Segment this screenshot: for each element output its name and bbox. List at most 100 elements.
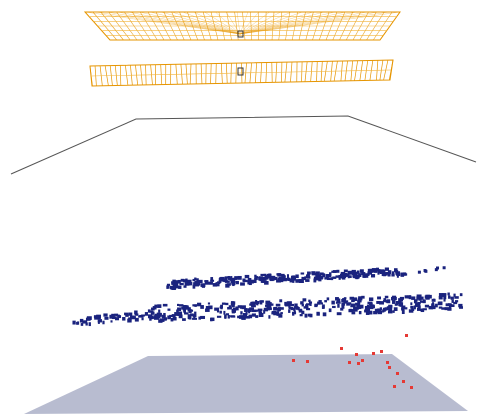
point-cloud-point (401, 307, 405, 311)
point-cloud-point (115, 317, 120, 321)
point-cloud-point (369, 304, 375, 309)
point-cloud-point (393, 297, 396, 301)
upper-frustum-edge (150, 11, 241, 35)
point-cloud-point (244, 308, 248, 312)
point-cloud-point (388, 366, 391, 369)
point-cloud-point (80, 323, 84, 326)
point-cloud-point (348, 275, 352, 278)
point-cloud-point (265, 300, 271, 305)
point-cloud-point (151, 316, 154, 319)
point-cloud-point (432, 302, 435, 305)
point-cloud-point (400, 273, 404, 277)
point-cloud-point (338, 276, 341, 280)
point-cloud-point (302, 298, 307, 302)
point-cloud-point (235, 280, 239, 285)
point-cloud-point (184, 312, 189, 315)
point-cloud-point (237, 305, 242, 308)
upper-frustum-edge (182, 11, 241, 35)
point-cloud-point (385, 300, 390, 303)
point-cloud-point (219, 306, 223, 309)
point-cloud-point (174, 312, 179, 316)
point-cloud-point (301, 310, 305, 315)
point-cloud-point (366, 304, 370, 308)
point-cloud-point (169, 314, 175, 318)
point-cloud-point (391, 296, 394, 301)
point-cloud-point (93, 315, 99, 318)
point-cloud-point (177, 307, 182, 312)
point-cloud-point (256, 301, 260, 305)
point-cloud-point (438, 306, 443, 309)
point-cloud-point (134, 310, 138, 315)
point-cloud-point (359, 304, 364, 309)
point-cloud-point (328, 308, 332, 313)
point-cloud-point (304, 313, 308, 318)
point-cloud-point (326, 297, 330, 301)
point-cloud-point (158, 309, 161, 313)
point-cloud-point (178, 285, 182, 289)
point-cloud-point (379, 301, 384, 305)
point-cloud-point (365, 306, 369, 311)
point-cloud-point (72, 320, 76, 325)
point-cloud-point (381, 272, 387, 277)
point-cloud-point (355, 353, 358, 356)
point-cloud-point (361, 359, 364, 362)
point-cloud-point (255, 300, 258, 303)
point-cloud-point (214, 307, 219, 311)
point-cloud-point (401, 305, 406, 309)
point-cloud-point (247, 281, 250, 285)
point-cloud-point (448, 303, 452, 306)
point-cloud-point (335, 301, 341, 304)
point-cloud-point (331, 270, 337, 273)
point-cloud-point (377, 296, 382, 300)
point-cloud-point (336, 269, 340, 273)
point-cloud-point (247, 280, 253, 284)
point-cloud-point (368, 297, 374, 302)
point-cloud-point (387, 270, 392, 275)
point-cloud-point (242, 278, 246, 282)
point-cloud-point (300, 301, 304, 305)
point-cloud-point (449, 304, 455, 307)
point-cloud-point (351, 311, 356, 315)
upper-frustum-edge (239, 11, 314, 35)
point-cloud-point (345, 273, 350, 277)
point-cloud-point (442, 293, 447, 297)
point-cloud-point (284, 302, 288, 307)
point-cloud-point (305, 304, 309, 307)
point-cloud-point (402, 273, 408, 276)
point-cloud-point (230, 315, 235, 318)
point-cloud-point (280, 312, 283, 315)
point-cloud-point (230, 276, 233, 279)
point-cloud-point (172, 316, 177, 321)
point-cloud-point (273, 307, 279, 311)
point-cloud-point (376, 308, 380, 312)
point-cloud-point (144, 312, 148, 316)
point-cloud-point (450, 296, 454, 300)
point-cloud-point (241, 305, 246, 310)
point-cloud-point (97, 321, 100, 324)
point-cloud-point (293, 307, 296, 311)
point-cloud-point (388, 308, 393, 312)
point-cloud-point (393, 307, 398, 311)
point-cloud-point (448, 295, 451, 299)
point-cloud-point (258, 276, 264, 279)
point-cloud-point (288, 303, 291, 308)
upper-frustum-edge (128, 11, 241, 35)
point-cloud-point (216, 283, 220, 287)
point-cloud-point (204, 280, 209, 283)
point-cloud-point (445, 303, 450, 307)
point-cloud-point (305, 303, 311, 306)
upper-frustum-edge (226, 11, 241, 35)
point-cloud-point (267, 304, 271, 308)
point-cloud-point (225, 283, 230, 288)
point-cloud-point (157, 312, 162, 316)
point-cloud-point (177, 303, 180, 307)
point-cloud-point (448, 305, 452, 309)
point-cloud-point (314, 303, 318, 306)
point-cloud-point (192, 317, 197, 320)
point-cloud-point (162, 303, 168, 307)
point-cloud-point (215, 282, 218, 285)
point-cloud-point (151, 307, 155, 311)
point-cloud-point (259, 311, 263, 314)
